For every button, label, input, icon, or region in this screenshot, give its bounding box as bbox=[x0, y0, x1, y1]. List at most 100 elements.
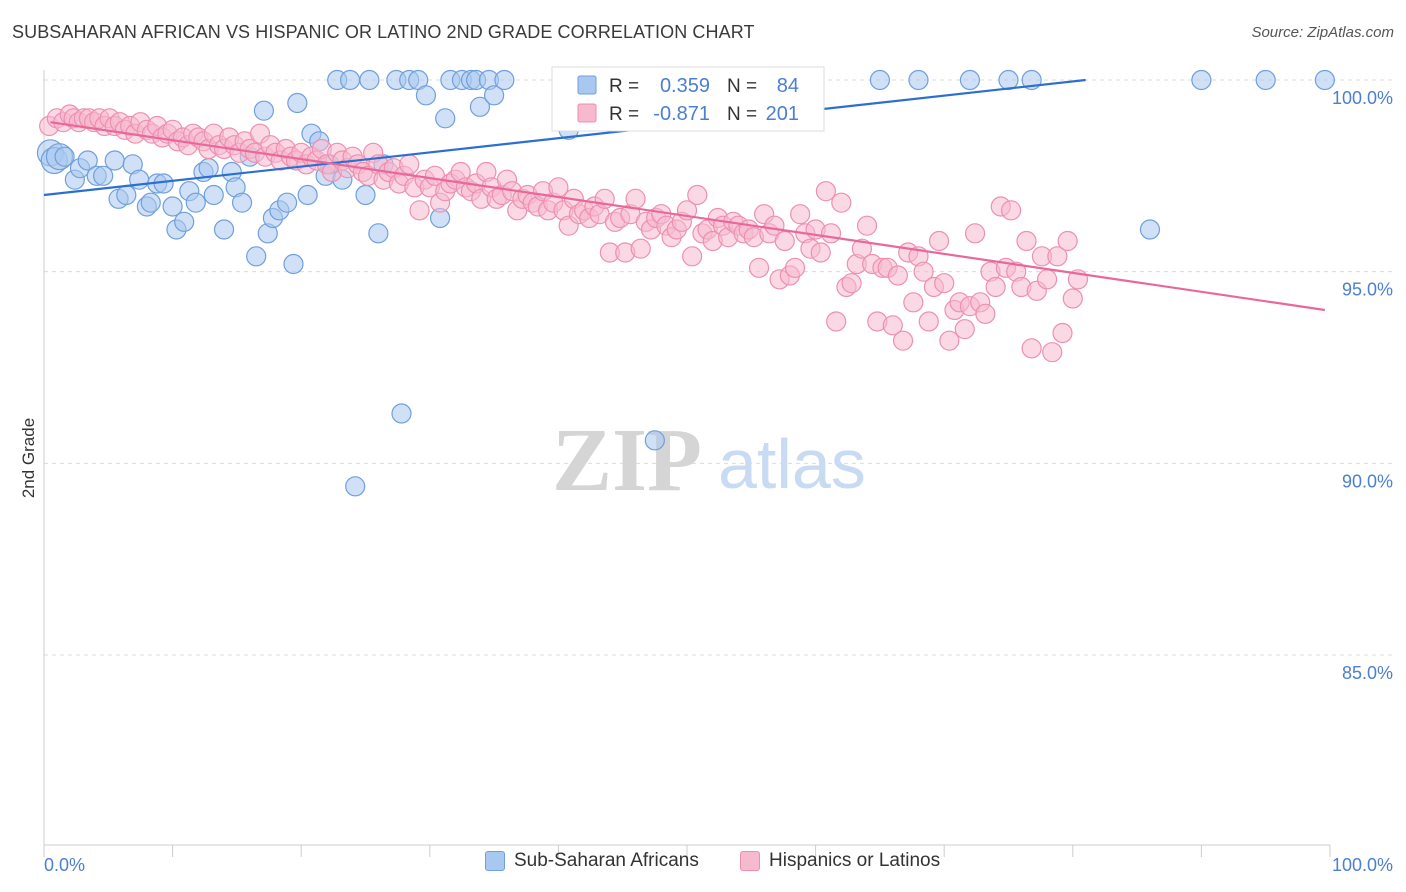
top-legend: R = 0.359 N = 84 R = -0.871 N = 201 bbox=[551, 66, 825, 132]
data-point-pink bbox=[409, 200, 430, 221]
data-point-blue bbox=[469, 96, 491, 117]
data-point-pink bbox=[1062, 288, 1083, 309]
legend-item-sub-saharan-africans[interactable]: Sub-Saharan Africans bbox=[485, 850, 699, 872]
data-point-blue bbox=[494, 69, 515, 91]
data-point-pink bbox=[826, 311, 847, 332]
data-point-pink bbox=[625, 188, 646, 209]
data-point-blue bbox=[368, 223, 389, 244]
watermark-zip: ZIP bbox=[552, 411, 702, 510]
legend-label-sub-saharan-africans: Sub-Saharan Africans bbox=[514, 850, 699, 871]
y-tick-label: 95.0% bbox=[1342, 280, 1393, 300]
y-tick-label: 90.0% bbox=[1342, 471, 1393, 491]
legend-swatch-blue bbox=[485, 851, 505, 871]
data-point-blue bbox=[203, 184, 224, 206]
chart-title: SUBSAHARAN AFRICAN VS HISPANIC OR LATINO… bbox=[12, 22, 755, 42]
top-legend-r-label: R = bbox=[609, 104, 639, 125]
trend-line-blue bbox=[43, 78, 1086, 197]
data-point-pink bbox=[831, 192, 852, 213]
data-point-blue bbox=[93, 165, 114, 186]
top-legend-n-value: 84 bbox=[777, 75, 799, 97]
data-point-pink bbox=[856, 215, 878, 236]
data-point-pink bbox=[1021, 338, 1042, 359]
data-point-blue bbox=[283, 253, 304, 275]
data-point-blue bbox=[174, 211, 195, 232]
data-point-blue bbox=[998, 69, 1019, 91]
data-point-pink bbox=[810, 242, 831, 263]
data-point-pink bbox=[964, 223, 986, 244]
data-point-blue bbox=[345, 476, 366, 497]
data-point-blue bbox=[339, 69, 361, 91]
data-point-pink bbox=[882, 315, 903, 336]
top-legend-r-label: R = bbox=[609, 76, 639, 97]
data-point-pink bbox=[784, 257, 806, 278]
data-point-pink bbox=[934, 273, 955, 294]
data-point-blue bbox=[644, 430, 665, 451]
bottom-legend: Sub-Saharan Africans Hispanics or Latino… bbox=[0, 850, 1406, 880]
data-point-blue bbox=[959, 69, 981, 91]
data-point-blue bbox=[1314, 69, 1335, 91]
top-legend-r-value: -0.871 bbox=[653, 103, 710, 125]
data-point-blue bbox=[246, 246, 267, 267]
legend-swatch-pink bbox=[740, 851, 760, 871]
data-point-blue bbox=[415, 85, 437, 106]
data-point-blue bbox=[484, 85, 505, 106]
data-point-blue bbox=[198, 158, 219, 179]
trend-line-pink bbox=[50, 121, 1326, 312]
y-axis-label: 2nd Grade bbox=[19, 418, 38, 498]
top-legend-n-value: 201 bbox=[766, 103, 799, 125]
data-point-pink bbox=[918, 311, 939, 332]
top-legend-box bbox=[551, 66, 825, 132]
data-point-pink bbox=[887, 265, 909, 286]
data-point-blue bbox=[908, 69, 929, 91]
data-point-blue bbox=[231, 192, 253, 213]
y-tick-label: 100.0% bbox=[1332, 88, 1393, 108]
data-point-pink bbox=[1000, 200, 1022, 221]
data-point-blue bbox=[391, 403, 412, 424]
data-point-pink bbox=[774, 230, 795, 252]
watermark-atlas: atlas bbox=[718, 425, 866, 503]
data-point-blue bbox=[77, 150, 98, 171]
data-point-blue bbox=[1139, 219, 1161, 240]
data-point-blue bbox=[140, 192, 161, 213]
data-point-pink bbox=[1042, 342, 1063, 363]
data-point-pink bbox=[399, 154, 420, 175]
data-point-pink bbox=[1057, 230, 1078, 252]
top-legend-r-value: 0.359 bbox=[660, 75, 710, 97]
data-point-pink bbox=[1047, 246, 1068, 267]
x-tick-label: 0.0% bbox=[44, 855, 85, 875]
y-tick-label: 85.0% bbox=[1342, 663, 1393, 683]
data-point-pink bbox=[748, 257, 770, 278]
data-point-pink bbox=[928, 230, 950, 252]
data-point-pink bbox=[939, 330, 960, 351]
data-point-pink bbox=[687, 184, 708, 206]
data-point-blue bbox=[359, 69, 380, 91]
data-point-pink bbox=[975, 303, 996, 324]
x-tick-label: 100.0% bbox=[1332, 855, 1393, 875]
data-point-blue bbox=[185, 192, 206, 213]
data-point-blue bbox=[1255, 69, 1276, 91]
data-point-blue bbox=[297, 184, 318, 206]
data-point-blue bbox=[54, 146, 75, 167]
data-point-blue bbox=[435, 108, 456, 129]
data-point-blue bbox=[162, 196, 183, 217]
legend-item-hispanics-or-latinos[interactable]: Hispanics or Latinos bbox=[740, 850, 940, 872]
data-point-blue bbox=[355, 184, 376, 206]
data-point-blue bbox=[287, 92, 308, 114]
data-point-pink bbox=[630, 238, 651, 259]
data-point-pink bbox=[913, 261, 934, 282]
top-legend-n-label: N = bbox=[727, 76, 757, 97]
top-legend-swatch-pink bbox=[577, 103, 597, 123]
data-point-blue bbox=[1191, 69, 1212, 91]
data-point-blue bbox=[253, 100, 275, 121]
top-legend-swatch-blue bbox=[577, 75, 597, 95]
data-point-pink bbox=[790, 204, 811, 225]
source-label: Source: ZipAtlas.com bbox=[1251, 24, 1394, 41]
data-point-pink bbox=[815, 181, 836, 202]
data-point-pink bbox=[851, 238, 872, 259]
data-point-blue bbox=[116, 184, 137, 206]
data-point-pink bbox=[1036, 269, 1058, 290]
data-point-blue bbox=[213, 219, 235, 240]
data-point-blue bbox=[104, 150, 125, 171]
data-point-pink bbox=[682, 246, 703, 267]
